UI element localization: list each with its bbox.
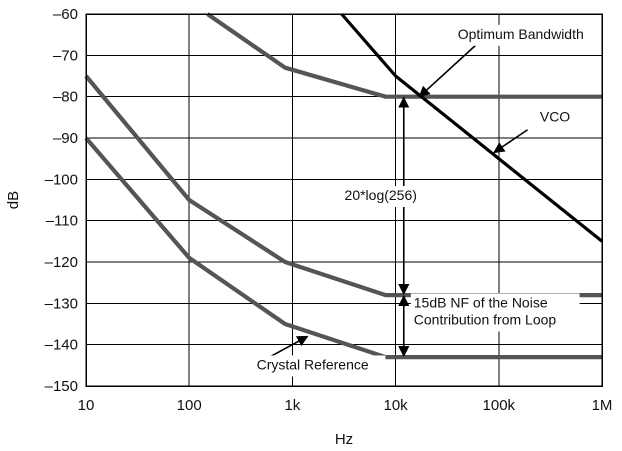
- x-tick-label: 1M: [592, 397, 613, 414]
- annotation-1: Optimum Bandwidth: [418, 24, 587, 98]
- annotation-arrow: [493, 129, 529, 154]
- y-tick-label: –100: [45, 171, 78, 188]
- series-line-vco: [340, 12, 604, 243]
- annotations: Optimum Bandwidth VCO 20*log(256) 15dB NF o…: [253, 24, 587, 377]
- annotation-arrow: [269, 335, 309, 358]
- y-tick-label: –130: [45, 295, 78, 312]
- y-tick-label: –80: [53, 89, 78, 106]
- y-tick-label: –150: [45, 378, 78, 395]
- series-line-1: [206, 12, 602, 99]
- annotation-backdrop: [536, 107, 566, 129]
- annotation-3: 20*log(256): [341, 96, 429, 296]
- y-tick-label: –140: [45, 337, 78, 354]
- y-axis-title: dB: [5, 191, 22, 209]
- x-tick-label: 100: [177, 397, 202, 414]
- annotation-label: 20*log(256): [345, 187, 417, 203]
- annotation-label: Crystal Reference: [257, 356, 369, 372]
- y-tick-label: –70: [53, 47, 78, 64]
- plot-frame: [85, 13, 603, 387]
- annotation-label: VCO: [540, 108, 570, 124]
- x-tick-label: 10k: [384, 397, 409, 414]
- annotation-arrow: [418, 44, 477, 98]
- annotation-backdrop: [341, 186, 429, 207]
- annotation-5: Crystal Reference: [253, 335, 386, 377]
- annotation-2: VCO: [493, 107, 570, 154]
- y-tick-label: –120: [45, 254, 78, 271]
- y-tick-label: –90: [53, 130, 78, 147]
- annotation-label: 15dB NF of the Noise Contribution from Lo…: [414, 294, 557, 327]
- annotation-backdrop: [253, 355, 386, 377]
- x-tick-label: 100k: [483, 397, 516, 414]
- series-line-3: [84, 136, 602, 360]
- tick-labels: 10 100 1k 10k 100k 1M –60 –70 –80 –90 –100 –110 –120…: [45, 6, 613, 414]
- annotation-backdrop: [454, 24, 587, 46]
- y-tick-label: –60: [53, 6, 78, 23]
- annotation-4: 15dB NF of the Noise Contribution from Lo…: [398, 293, 580, 358]
- x-tick-label: 1k: [284, 397, 300, 414]
- annotation-backdrop: [410, 293, 580, 332]
- x-axis-title: Hz: [335, 431, 353, 448]
- x-tick-label: 10: [78, 397, 95, 414]
- annotation-label: Optimum Bandwidth: [458, 26, 584, 42]
- y-tick-label: –110: [46, 213, 78, 230]
